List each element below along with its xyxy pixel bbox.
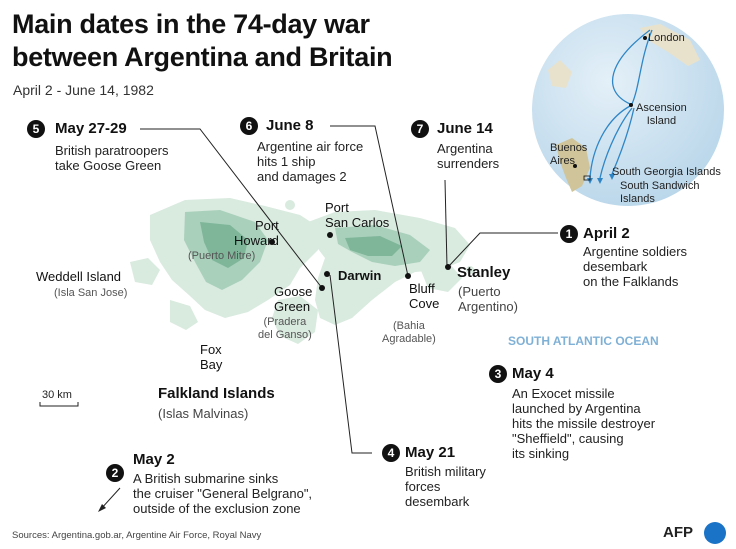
event-description: An Exocet missile launched by Argentina … <box>512 386 656 461</box>
label-goose-green-sub: (Pradera del Ganso) <box>258 316 312 341</box>
label-fox-bay: Fox Bay <box>200 342 223 372</box>
globe-label-ascension: Ascension Island <box>636 102 687 127</box>
event-description: Argentine soldiers desembark on the Falk… <box>583 244 688 289</box>
location-markers <box>269 232 451 291</box>
label-bluff-cove: Bluff Cove <box>409 281 440 311</box>
falkland-islands-land <box>130 198 474 344</box>
event-date: May 27-29 <box>55 120 127 137</box>
leader-line-4 <box>329 274 372 454</box>
marker-port-howard <box>269 239 275 245</box>
event-number-badge: 5 <box>27 120 45 138</box>
event-number-badge: 2 <box>106 464 124 482</box>
scale-bar-label: 30 km <box>42 389 72 401</box>
event-number-badge: 6 <box>240 117 258 135</box>
sources-footer: Sources: Argentina.gob.ar, Argentine Air… <box>12 530 262 541</box>
globe-inset <box>532 14 724 206</box>
globe-label-buenos-aires: Buenos Aires <box>550 142 588 167</box>
event-date: April 2 <box>583 225 630 242</box>
leader-line-6 <box>330 125 409 277</box>
label-port-san-carlos: Port San Carlos <box>325 200 390 230</box>
marker-port-san-carlos <box>327 232 333 238</box>
globe-label-south-sandwich: South Sandwich Islands <box>620 180 700 205</box>
label-weddell-island: Weddell Island <box>36 269 122 284</box>
afp-logo-text: AFP <box>663 524 693 541</box>
label-stanley-sub: (Puerto Argentino) <box>458 284 518 314</box>
title-line-1: Main dates in the 74-day war <box>12 9 370 39</box>
label-goose-green: Goose Green <box>274 284 313 314</box>
marker-stanley <box>445 264 451 270</box>
afp-logo-icon <box>704 522 726 544</box>
belgrano-arrow-icon <box>98 504 106 512</box>
marker-goose-green <box>319 285 325 291</box>
event-description: Argentina surrenders <box>437 141 500 171</box>
label-port-howard-sub: (Puerto Mitre) <box>188 250 256 262</box>
marker-bluff-cove <box>405 273 411 279</box>
event-description: British military forces desembark <box>405 464 486 509</box>
label-islas-malvinas: (Islas Malvinas) <box>158 406 249 421</box>
label-stanley: Stanley <box>457 264 511 281</box>
leader-line-5 <box>140 128 323 289</box>
event-number-badge: 3 <box>489 365 507 383</box>
globe-label-south-georgia: South Georgia Islands <box>612 166 721 178</box>
label-bluff-cove-sub: (Bahia Agradable) <box>382 320 436 345</box>
event-date: May 21 <box>405 444 456 461</box>
scale-bar <box>39 402 79 407</box>
subtitle: April 2 - June 14, 1982 <box>13 82 154 98</box>
title-line-2: between Argentina and Britain <box>12 42 393 72</box>
globe-label-london: London <box>648 32 685 44</box>
event-number-badge: 4 <box>382 444 400 462</box>
label-darwin: Darwin <box>338 268 382 283</box>
label-port-howard: Port Howard <box>234 218 279 248</box>
event-description: Argentine air force hits 1 ship and dama… <box>257 139 364 184</box>
event-date: June 14 <box>437 120 493 137</box>
event-date: June 8 <box>266 117 314 134</box>
event-description: A British submarine sinks the cruiser "G… <box>133 471 313 516</box>
event-date: May 2 <box>133 451 175 468</box>
marker-darwin <box>324 271 330 277</box>
page-title: Main dates in the 74-day war between Arg… <box>12 8 393 74</box>
event-date: May 4 <box>512 365 554 382</box>
event-number-badge: 1 <box>560 225 578 243</box>
label-falkland-islands: Falkland Islands <box>158 385 275 402</box>
event-description: British paratroopers take Goose Green <box>55 143 169 173</box>
label-weddell-sub: (Isla San Jose) <box>54 287 128 299</box>
leader-line-7 <box>444 179 448 268</box>
label-south-atlantic-ocean: SOUTH ATLANTIC OCEAN <box>508 334 659 348</box>
leader-line-1 <box>447 232 558 268</box>
event-number-badge: 7 <box>411 120 429 138</box>
